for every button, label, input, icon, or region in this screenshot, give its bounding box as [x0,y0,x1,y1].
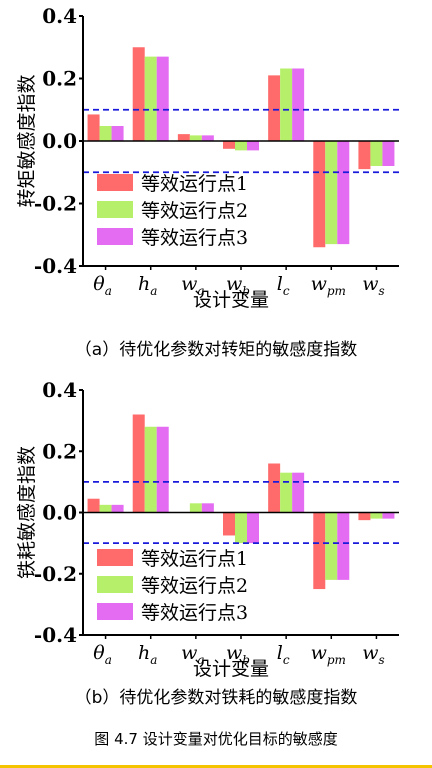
bar-2 [189,135,202,141]
torque-sensitivity-plot: 0.4 0.2 0.0 -0.2 -0.4 θa ha wa wb lc wpm ws 转矩敏感度指数设… [16,4,399,311]
bar-2 [144,56,157,141]
torque-sensitivity-chart: 0.4 0.2 0.0 -0.2 -0.4 θa ha wa wb lc wpm ws 转矩敏感度指数设… [0,0,432,370]
bar-1 [177,134,190,141]
bar-3 [382,512,395,519]
bar-1 [132,47,145,141]
y-axis-label: 转矩敏感度指数 [16,74,38,207]
legend-label-2: 等效运行点2 [141,200,248,222]
x-tick-label-wb: wb [226,273,250,298]
bar-2 [280,68,293,141]
figure-caption: 图 4.7 设计变量对优化目标的敏感度 [94,730,338,748]
legend-swatch-2 [97,576,133,593]
x-tick-label-ws: ws [362,273,384,298]
bar-3 [337,512,350,580]
y-tick-label: 0.2 [42,439,77,463]
x-axis-label: 设计变量 [193,289,269,311]
bar-3 [111,504,124,513]
bottom-divider [0,765,432,768]
legend-swatch-3 [97,603,133,620]
bar-1 [223,512,235,536]
bar-2 [280,472,293,513]
bar-2 [99,126,112,141]
x-tick-label-θa: θa [93,642,112,667]
legend-swatch-3 [97,228,133,245]
y-axis-label: 铁耗敏感度指数 [16,446,38,579]
y-tick-label: 0.2 [42,67,77,91]
bar-1 [87,498,100,513]
x-tick-label-ws: ws [362,642,384,667]
bar-1 [268,463,281,513]
torque-chart-caption: （a）待优化参数对转矩的敏感度指数 [74,340,358,360]
y-tick-label: 0.4 [42,4,77,28]
y-tick-label: 0.0 [42,501,77,525]
bar-3 [156,56,169,141]
bar-2 [235,512,247,544]
y-tick-label: -0.4 [34,254,77,278]
y-tick-label: 0.4 [42,378,77,402]
x-tick-label-lc: lc [277,642,290,667]
bar-1 [358,141,371,170]
y-tick-label: -0.2 [34,192,77,216]
bar-3 [111,126,124,141]
bar-1 [268,75,281,141]
x-axis-label: 设计变量 [193,658,269,680]
bar-2 [370,141,383,166]
legend-label-1: 等效运行点1 [141,548,248,570]
x-tick-label-θa: θa [93,273,112,298]
bar-3 [382,141,395,166]
bar-3 [292,68,305,141]
y-tick-label: -0.4 [34,623,77,647]
x-tick-label-wpm: wpm [311,273,346,298]
x-tick-label-ha: ha [138,642,157,667]
bar-1 [87,114,100,141]
bar-3 [201,135,214,141]
y-tick-label: -0.2 [34,562,77,586]
bar-1 [313,512,326,590]
x-tick-label-wb: wb [226,642,250,667]
bar-2 [370,512,383,519]
x-tick-label-ha: ha [138,273,157,298]
bar-3 [247,512,259,544]
bar-1 [358,512,371,521]
bar-1 [223,141,235,149]
legend-swatch-2 [97,201,133,218]
legend-swatch-1 [97,549,133,566]
bar-3 [247,141,259,151]
y-tick-label: 0.0 [42,129,77,153]
bar-1 [313,141,326,248]
bar-2 [99,504,112,513]
x-tick-label-lc: lc [277,273,290,298]
bar-2 [189,503,202,513]
bar-3 [156,426,169,513]
x-tick-label-wpm: wpm [311,642,346,667]
bar-2 [325,512,338,580]
bar-2 [235,141,247,151]
x-tick-label-wa: wa [181,642,204,667]
legend-label-3: 等效运行点3 [141,227,248,249]
legend-label-2: 等效运行点2 [141,575,248,597]
bar-2 [144,426,157,513]
bar-1 [132,414,145,513]
legend-label-3: 等效运行点3 [141,602,248,624]
ironloss-chart-caption: （b）待优化参数对铁耗的敏感度指数 [74,688,358,708]
bar-3 [292,472,305,513]
legend-label-1: 等效运行点1 [141,173,248,195]
legend-swatch-1 [97,174,133,191]
bar-3 [337,141,350,245]
bar-2 [325,141,338,245]
bar-3 [201,503,214,513]
ironloss-sensitivity-plot: 0.4 0.2 0.0 -0.2 -0.4 θa ha wa wb lc wpm ws 铁耗敏感度指数设… [16,378,399,680]
x-tick-label-wa: wa [181,273,204,298]
ironloss-sensitivity-chart: 0.4 0.2 0.0 -0.2 -0.4 θa ha wa wb lc wpm ws 铁耗敏感度指数设… [0,370,432,706]
